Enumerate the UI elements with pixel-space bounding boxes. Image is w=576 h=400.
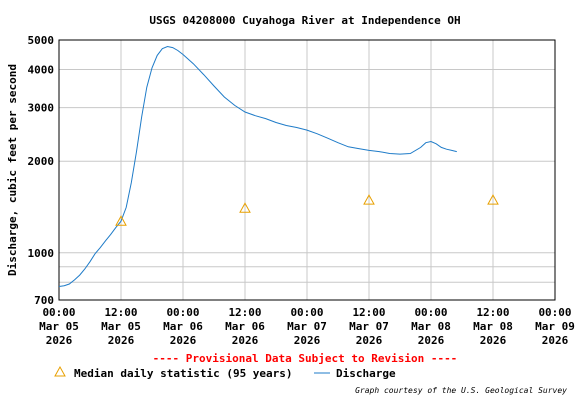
y-tick-label: 1000 [28,247,55,260]
plot-area-frame [58,39,556,301]
median-marker [239,202,251,213]
x-tick-label: Mar 07 [349,320,389,333]
x-tick-label: 2026 [46,334,73,347]
grid [58,39,556,301]
x-tick-label: 2026 [232,334,259,347]
x-tick-label: 00:00 [166,306,199,319]
x-tick-label: 12:00 [352,306,385,319]
x-tick-label: 2026 [542,334,569,347]
x-tick-label: 2026 [170,334,197,347]
y-axis-label: Discharge, cubic feet per second [6,64,19,276]
y-tick-label: 700 [34,294,54,307]
x-tick-label: 2026 [418,334,445,347]
legend-median-triangle-icon [54,365,66,377]
x-tick-label: Mar 06 [225,320,265,333]
series-layer [58,45,457,287]
discharge-series-line [58,45,457,287]
x-tick-label: 00:00 [42,306,75,319]
x-tick-label: Mar 05 [101,320,141,333]
x-tick-label: Mar 09 [535,320,575,333]
x-tick-label: Mar 05 [39,320,79,333]
x-tick-label: Mar 07 [287,320,327,333]
x-tick-label: 2026 [108,334,135,347]
x-tick-label: 12:00 [228,306,261,319]
median-marker [363,194,375,205]
legend: Median daily statistic (95 years) Discha… [54,365,396,380]
median-marker [115,215,127,226]
x-tick-label: Mar 08 [473,320,513,333]
y-tick-label: 2000 [28,155,55,168]
x-tick-label: Mar 08 [411,320,451,333]
x-tick-label: 12:00 [476,306,509,319]
y-tick-label: 3000 [28,102,55,115]
x-tick-label: 12:00 [104,306,137,319]
y-tick-label: 5000 [28,34,55,47]
provisional-notice: ---- Provisional Data Subject to Revisio… [153,352,458,365]
y-tick-label: 4000 [28,64,55,77]
y-axis-ticks: 700 1000 2000 3000 4000 5000 [28,34,55,307]
x-tick-label: 2026 [480,334,507,347]
x-tick-label: 2026 [294,334,321,347]
median-markers [115,194,499,226]
x-tick-label: 00:00 [538,306,571,319]
x-tick-label: 00:00 [290,306,323,319]
x-tick-label: 2026 [356,334,383,347]
legend-median-label: Median daily statistic (95 years) [74,367,293,380]
x-tick-label: Mar 06 [163,320,203,333]
x-tick-label: 00:00 [414,306,447,319]
credit-text: Graph courtesy of the U.S. Geological Su… [355,386,567,395]
median-marker [487,194,499,205]
legend-discharge-label: Discharge [336,367,396,380]
chart-title: USGS 04208000 Cuyahoga River at Independ… [149,14,460,27]
